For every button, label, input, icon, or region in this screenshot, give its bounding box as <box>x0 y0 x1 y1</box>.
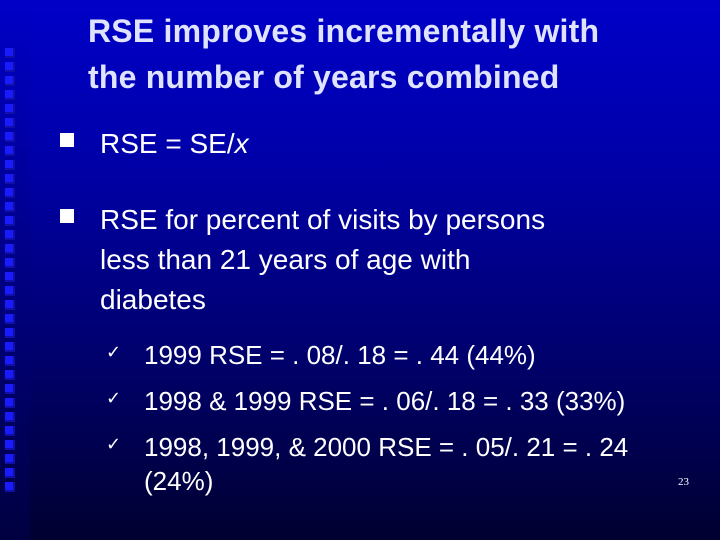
sub-bullet-text: 1998, 1999, & 2000 RSE = . 05/. 21 = . 2… <box>144 430 714 498</box>
sub-bullet-line-1: 1998, 1999, & 2000 RSE = . 05/. 21 = . 2… <box>144 432 629 462</box>
checkmark-icon: ✓ <box>106 342 122 363</box>
bullet-line-2: less than 21 years of age with <box>100 244 471 275</box>
checkmark-icon: ✓ <box>106 434 122 455</box>
bullet-text: RSE = SE/x <box>100 124 700 164</box>
title-line-1: RSE improves incrementally with <box>88 13 600 49</box>
square-bullet-icon <box>60 209 74 223</box>
decorative-square-column <box>2 48 18 496</box>
sub-bullet-line-2: (24%) <box>144 466 214 496</box>
bullet-line-3: diabetes <box>100 284 206 315</box>
formula-variable: x <box>234 128 249 159</box>
slide-title: RSE improves incrementally with the numb… <box>88 8 708 100</box>
checkmark-icon: ✓ <box>106 388 122 409</box>
formula-prefix: RSE = SE/ <box>100 128 235 159</box>
bullet-text: RSE for percent of visits by persons les… <box>100 200 700 320</box>
bullet-line-1: RSE for percent of visits by persons <box>100 204 546 235</box>
sub-bullet-text: 1999 RSE = . 08/. 18 = . 44 (44%) <box>144 340 536 370</box>
page-number: 23 <box>678 476 689 488</box>
sub-bullet-text: 1998 & 1999 RSE = . 06/. 18 = . 33 (33%) <box>144 386 626 416</box>
square-bullet-icon <box>60 133 74 147</box>
title-line-2: the number of years combined <box>88 59 560 95</box>
